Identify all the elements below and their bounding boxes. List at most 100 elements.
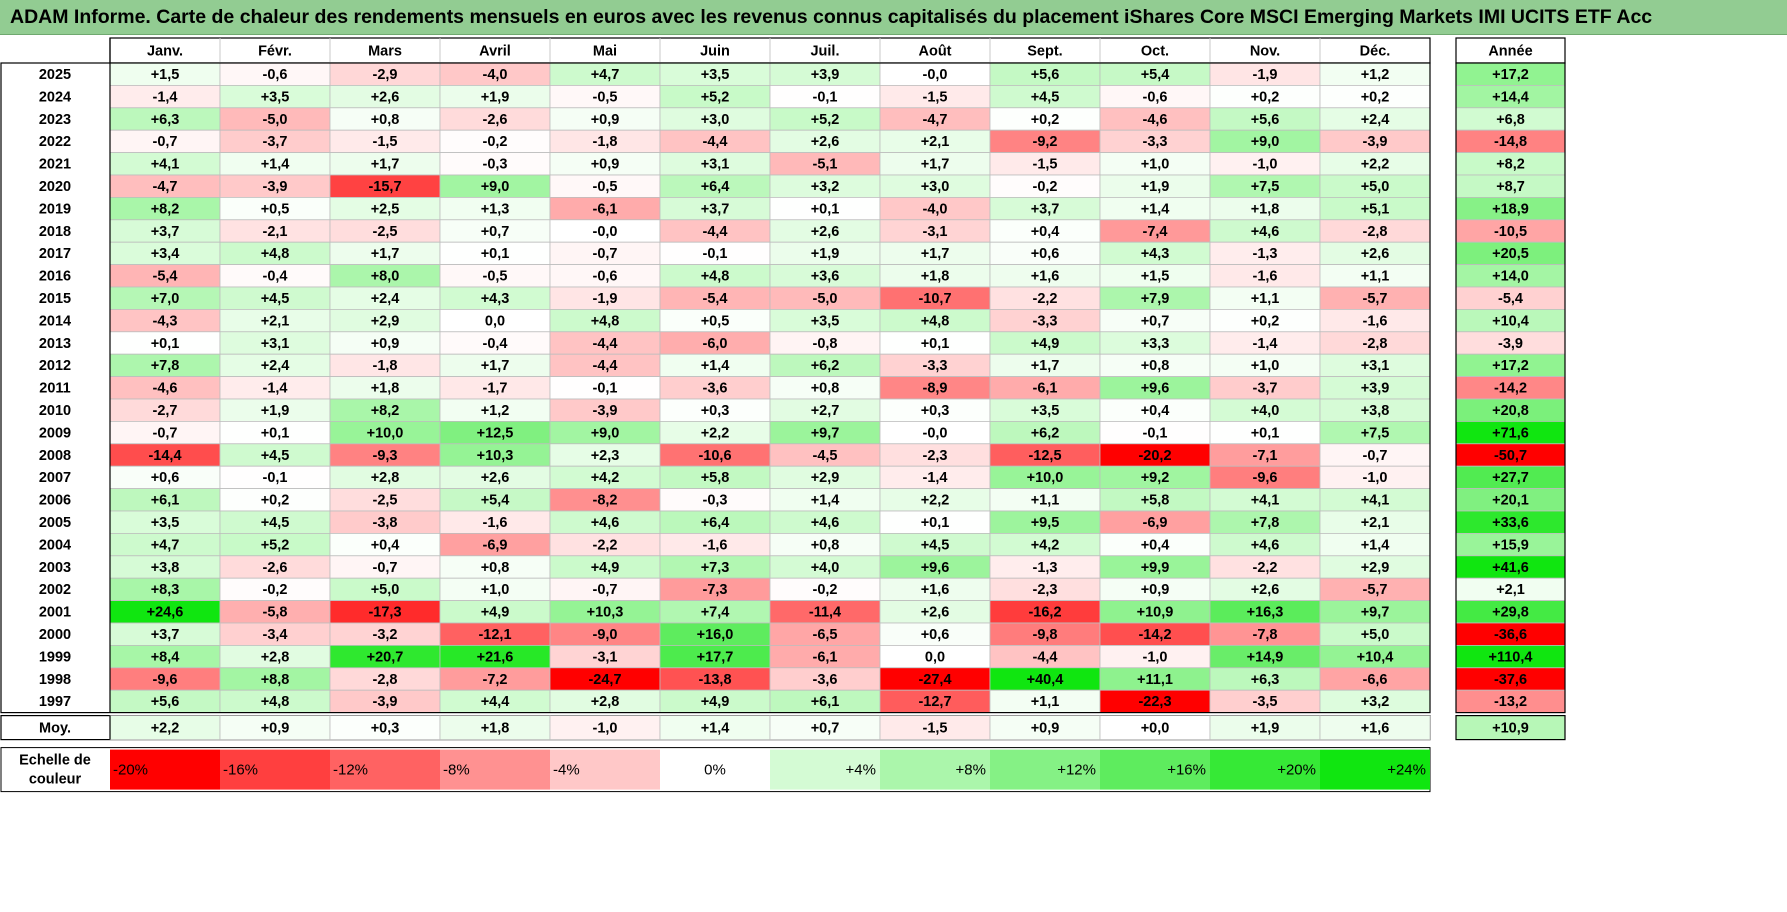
annual-column-border	[1455, 62, 1566, 714]
cell-value: +5,0	[371, 582, 400, 598]
scale-swatch	[1100, 749, 1210, 790]
cell-value: -6,5	[813, 627, 838, 643]
cell-value: +3,5	[811, 313, 840, 329]
cell-value: +0,5	[261, 201, 290, 217]
cell-value: -6,6	[1363, 672, 1388, 688]
cell-value: +1,5	[1141, 269, 1170, 285]
cell-value: -9,6	[1253, 470, 1278, 486]
cell-value: -3,9	[373, 694, 398, 710]
cell-value: +0,5	[701, 313, 730, 329]
cell-value: +20,7	[367, 649, 404, 665]
cell-value: +8,2	[151, 201, 180, 217]
cell-value: +8,8	[261, 672, 290, 688]
cell-value: +0,8	[1141, 358, 1170, 374]
cell-value: +0,1	[921, 336, 950, 352]
cell-value: +2,6	[921, 605, 950, 621]
cell-value: -0,2	[1033, 179, 1058, 195]
cell-value: +9,7	[1361, 605, 1390, 621]
year-label: 2011	[39, 381, 70, 397]
average-value: -1,5	[923, 720, 948, 736]
cell-value: -1,3	[1033, 560, 1058, 576]
cell-value: +2,3	[591, 448, 620, 464]
annual-value: -10,5	[1494, 224, 1527, 240]
annual-value: +10,4	[1492, 313, 1529, 329]
year-label: 2015	[39, 291, 71, 307]
cell-value: -10,6	[698, 448, 731, 464]
year-label: 2019	[39, 201, 71, 217]
cell-value: -8,2	[593, 493, 618, 509]
cell-value: -3,3	[1143, 134, 1168, 150]
cell-value: +9,0	[591, 425, 620, 441]
year-label: 2017	[39, 246, 71, 262]
scale-swatch	[440, 749, 550, 790]
cell-value: -0,7	[593, 246, 618, 262]
annual-value: +6,8	[1496, 112, 1525, 128]
cell-value: +1,1	[1251, 291, 1280, 307]
cell-value: +0,2	[1251, 313, 1280, 329]
cell-value: -0,3	[703, 493, 728, 509]
scale-label-value: 0%	[704, 762, 726, 779]
cell-value: -2,7	[153, 403, 178, 419]
cell-value: -17,3	[368, 605, 401, 621]
cell-value: +5,0	[1361, 179, 1390, 195]
cell-value: +3,8	[151, 560, 180, 576]
average-value: +2,2	[151, 720, 180, 736]
cell-value: +7,4	[701, 605, 730, 621]
cell-value: +2,8	[371, 470, 400, 486]
average-cell	[879, 715, 991, 740]
year-label: 2000	[39, 627, 71, 643]
cell-value: -0,7	[593, 582, 618, 598]
cell-value: +8,0	[371, 269, 400, 285]
cell-value: +24,6	[147, 605, 184, 621]
cell-value: -7,3	[703, 582, 728, 598]
cell-value: +5,8	[1141, 493, 1170, 509]
annual-value: +110,4	[1489, 649, 1533, 665]
cell-value: -15,7	[368, 179, 401, 195]
cell-value: +21,6	[477, 649, 514, 665]
cell-value: +6,3	[151, 112, 180, 128]
cell-value: -1,6	[1253, 269, 1278, 285]
year-label: 2004	[39, 537, 71, 553]
cell-value: +7,5	[1251, 179, 1280, 195]
annual-value: +15,9	[1492, 537, 1529, 553]
cell-value: -1,8	[373, 358, 398, 374]
cell-value: -1,5	[1033, 157, 1058, 173]
cell-value: +4,5	[921, 537, 950, 553]
cell-value: -7,1	[1253, 448, 1278, 464]
scale-swatch	[550, 749, 660, 790]
cell-value: -3,6	[813, 672, 838, 688]
cell-value: -4,4	[593, 358, 618, 374]
cell-value: +0,8	[811, 381, 840, 397]
cell-value: -12,7	[918, 694, 951, 710]
month-header: Févr.	[258, 43, 292, 59]
cell-value: -0,1	[593, 381, 618, 397]
cell-value: -2,9	[373, 67, 398, 83]
cell-value: +3,1	[261, 336, 290, 352]
cell-value: +1,9	[481, 89, 510, 105]
cell-value: +1,4	[261, 157, 290, 173]
data-grid-border	[0, 62, 1431, 714]
cell-value: +5,6	[1031, 67, 1060, 83]
cell-value: +12,5	[477, 425, 514, 441]
cell-value: -6,9	[1143, 515, 1168, 531]
average-cell	[329, 715, 441, 740]
year-label: 2013	[39, 336, 71, 352]
cell-value: -3,9	[263, 179, 288, 195]
cell-value: +2,4	[371, 291, 400, 307]
cell-value: +3,8	[1361, 403, 1390, 419]
cell-value: -5,8	[263, 605, 288, 621]
cell-value: +4,8	[261, 246, 290, 262]
annual-value: -13,2	[1494, 694, 1527, 710]
annual-value: -14,2	[1494, 381, 1527, 397]
month-header: Nov.	[1250, 43, 1280, 59]
month-header: Sept.	[1027, 43, 1062, 59]
cell-value: +4,6	[591, 515, 620, 531]
cell-value: +0,6	[151, 470, 180, 486]
cell-value: -0,6	[593, 269, 618, 285]
cell-value: -4,6	[1143, 112, 1168, 128]
cell-value: +3,6	[811, 269, 840, 285]
cell-value: -24,7	[588, 672, 621, 688]
cell-value: -6,1	[593, 201, 618, 217]
cell-value: +1,7	[371, 246, 400, 262]
annual-value: +41,6	[1492, 560, 1529, 576]
